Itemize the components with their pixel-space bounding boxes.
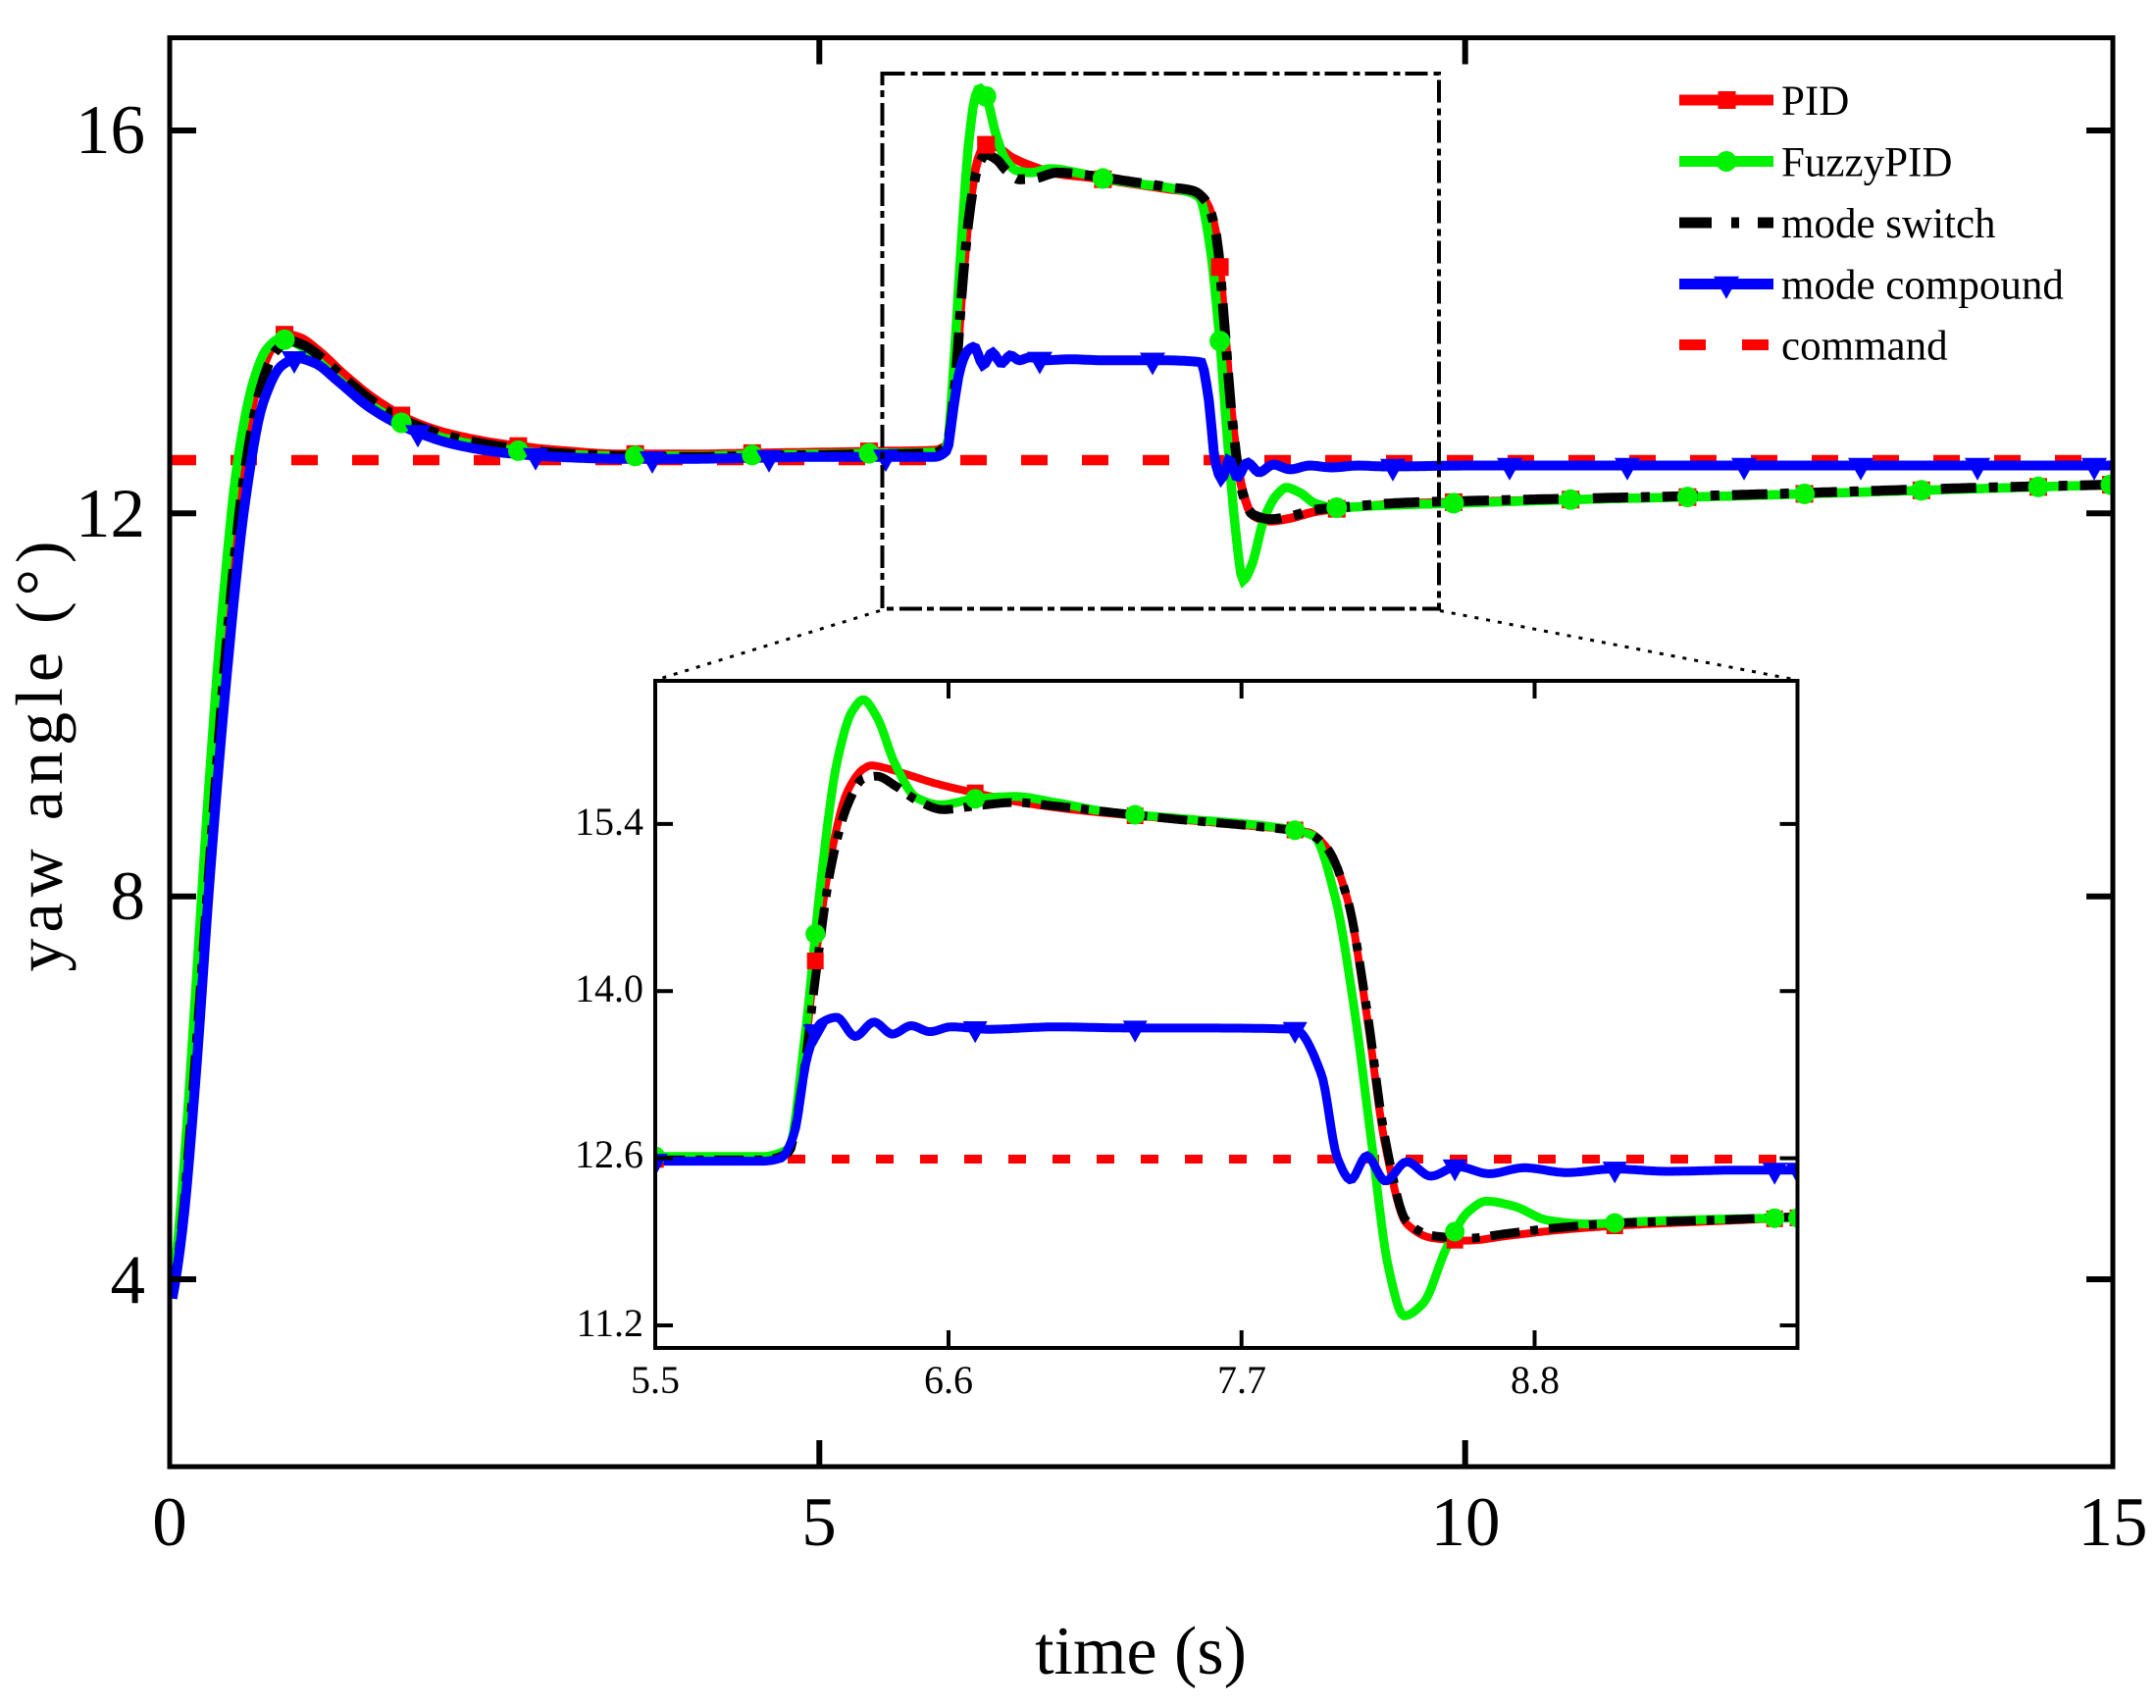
svg-text:10: 10 — [1431, 1484, 1501, 1561]
svg-text:12.6: 12.6 — [575, 1132, 643, 1176]
svg-text:command: command — [1781, 324, 1948, 370]
svg-text:FuzzyPID: FuzzyPID — [1781, 140, 1952, 186]
svg-text:15: 15 — [2079, 1484, 2148, 1561]
svg-text:8.8: 8.8 — [1511, 1358, 1560, 1402]
svg-text:6.6: 6.6 — [924, 1358, 973, 1402]
svg-text:7.7: 7.7 — [1217, 1358, 1266, 1402]
svg-text:4: 4 — [111, 1242, 146, 1319]
svg-text:14.0: 14.0 — [575, 966, 643, 1010]
svg-text:mode switch: mode switch — [1781, 201, 1996, 247]
svg-text:0: 0 — [152, 1484, 187, 1561]
svg-text:5.5: 5.5 — [631, 1358, 680, 1402]
svg-text:5: 5 — [801, 1484, 837, 1561]
svg-text:time (s): time (s) — [1035, 1614, 1247, 1689]
svg-text:mode compound: mode compound — [1781, 263, 2064, 309]
svg-text:8: 8 — [111, 858, 146, 935]
svg-text:yaw angle (°): yaw angle (°) — [2, 535, 77, 971]
svg-text:16: 16 — [76, 92, 145, 169]
svg-text:PID: PID — [1781, 78, 1849, 125]
svg-text:15.4: 15.4 — [575, 800, 643, 844]
svg-text:12: 12 — [76, 476, 145, 552]
svg-text:11.2: 11.2 — [576, 1301, 643, 1345]
